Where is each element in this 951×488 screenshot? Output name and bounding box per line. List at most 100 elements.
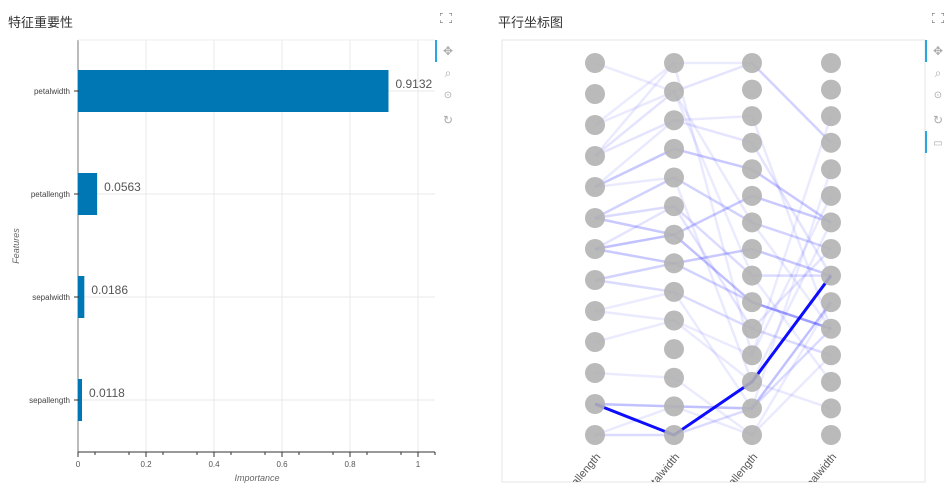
- path-line: [594, 176, 833, 385]
- x-tick-label: 1: [416, 460, 421, 469]
- path-line: [594, 309, 832, 410]
- pan-icon[interactable]: ✥: [932, 44, 944, 58]
- wheel-zoom-icon[interactable]: ⊙: [933, 90, 943, 101]
- node-sepallength: [742, 53, 762, 73]
- path-line: [594, 60, 833, 359]
- node-petallength: [585, 208, 605, 228]
- node-sepalwidth: [821, 398, 841, 419]
- x-tick-label: 0.6: [276, 460, 288, 469]
- path-line: [595, 327, 832, 437]
- node-sepallength: [742, 239, 762, 259]
- node-sepallength: [742, 159, 762, 180]
- node-petalwidth: [664, 310, 684, 331]
- reset-icon[interactable]: ↻: [932, 113, 944, 127]
- node-petalwidth: [664, 138, 684, 159]
- node-sepallength: [742, 79, 762, 100]
- node-sepallength: [742, 345, 762, 366]
- path-line: [594, 233, 832, 330]
- node-petallength: [585, 84, 605, 104]
- node-petalwidth: [664, 281, 684, 302]
- data-label: 0.9132: [395, 77, 432, 91]
- path-line: [594, 61, 832, 157]
- node-sepallength: [742, 398, 762, 419]
- x-tick-label: 0.8: [344, 460, 356, 469]
- node-petallength: [585, 332, 605, 352]
- path-line: [594, 147, 832, 224]
- bar-sepalwidth: [78, 276, 85, 318]
- path-line: [594, 204, 831, 277]
- node-petalwidth: [664, 367, 684, 388]
- y-tick-label: sepalwidth: [32, 293, 70, 302]
- plot-frame: [501, 39, 926, 483]
- toolbar-active-indicator: [925, 40, 927, 62]
- wheel-zoom-icon[interactable]: ⊙: [443, 90, 453, 101]
- node-petallength: [585, 53, 605, 73]
- bar-petalwidth: [78, 70, 389, 112]
- data-label: 0.0186: [91, 283, 128, 297]
- path-line: [594, 90, 833, 330]
- path-line: [594, 194, 832, 237]
- node-petallength: [585, 301, 605, 321]
- path-line: [594, 176, 832, 251]
- parallel-coordinates-title: 平行坐标图: [498, 15, 564, 30]
- y-tick-label: petallength: [31, 190, 70, 199]
- node-petallength: [585, 115, 605, 135]
- node-petallength: [585, 363, 605, 383]
- node-petallength: [585, 270, 605, 290]
- node-petalwidth: [664, 53, 684, 73]
- feature-importance-title: 特征重要性: [8, 15, 74, 30]
- node-sepalwidth: [821, 345, 841, 366]
- node-sepalwidth: [821, 185, 841, 206]
- bar-sepallength: [78, 379, 83, 421]
- node-sepallength: [742, 292, 762, 313]
- node-sepalwidth: [821, 265, 841, 286]
- bar-petallength: [78, 173, 98, 215]
- path-line: [594, 274, 833, 437]
- node-sepalwidth: [821, 371, 841, 392]
- path-line: [594, 301, 833, 410]
- node-sepallength: [742, 132, 762, 153]
- box-zoom-icon[interactable]: ⌕: [444, 66, 452, 80]
- node-sepalwidth: [821, 212, 841, 233]
- node-petallength: [585, 394, 605, 414]
- node-sepalwidth: [821, 425, 841, 445]
- node-petalwidth: [664, 167, 684, 188]
- node-sepalwidth: [821, 292, 841, 313]
- path-line: [594, 247, 832, 277]
- data-label: 0.0563: [104, 180, 141, 194]
- y-axis-label: Features: [11, 228, 21, 264]
- node-sepallength: [742, 318, 762, 339]
- y-tick-label: sepallength: [29, 396, 70, 405]
- node-petallength: [585, 239, 605, 259]
- box-zoom-icon[interactable]: ⌕: [934, 66, 942, 80]
- path-line: [594, 301, 833, 437]
- node-sepallength: [742, 371, 762, 392]
- hover-icon[interactable]: ▭: [933, 138, 943, 149]
- reset-icon[interactable]: ↻: [442, 113, 454, 127]
- node-petalwidth: [664, 339, 684, 360]
- y-tick-label: petalwidth: [34, 87, 70, 96]
- node-petalwidth: [664, 196, 684, 217]
- node-sepalwidth: [821, 132, 841, 153]
- node-sepallength: [742, 185, 762, 206]
- feature-importance-chart: Importance Features 0 0.2 0.4 0.6 0.8 1 petalw…: [11, 39, 436, 483]
- path-line: [594, 114, 833, 330]
- node-sepalwidth: [821, 106, 841, 127]
- node-sepallength: [742, 265, 762, 286]
- x-tick-label: 0: [76, 460, 81, 469]
- toolbar-active-indicator: [925, 131, 927, 153]
- node-sepalwidth: [821, 79, 841, 100]
- node-petalwidth: [664, 224, 684, 245]
- path-line: [594, 354, 832, 437]
- node-petalwidth: [664, 425, 684, 445]
- node-petalwidth: [664, 110, 684, 131]
- node-petallength: [585, 146, 605, 166]
- pan-icon[interactable]: ✥: [442, 44, 454, 58]
- node-sepallength: [742, 106, 762, 127]
- node-petalwidth: [664, 396, 684, 417]
- node-sepalwidth: [821, 159, 841, 180]
- path-line: [594, 118, 833, 277]
- x-tick-label: 0.4: [208, 460, 220, 469]
- node-sepallength: [742, 212, 762, 233]
- node-petalwidth: [664, 81, 684, 102]
